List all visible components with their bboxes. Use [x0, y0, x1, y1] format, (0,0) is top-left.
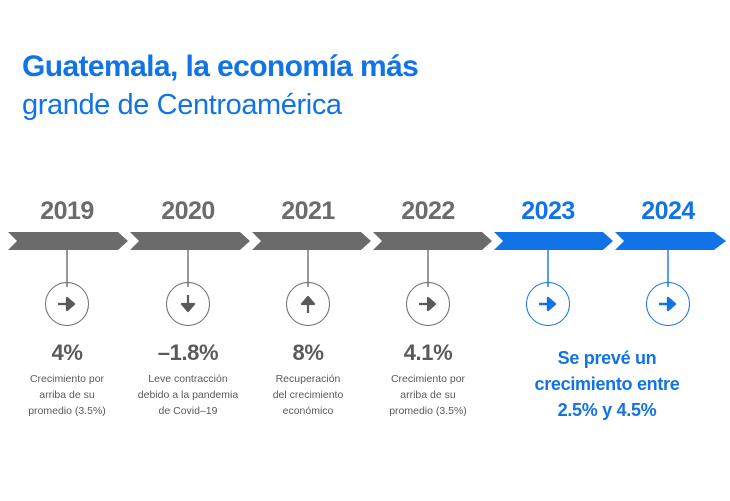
stat-percent-2019: 4% [51, 340, 83, 365]
title-line-1: Guatemala, la economía más [22, 50, 419, 83]
page-title: Guatemala, la economía más grande de Cen… [22, 48, 582, 124]
stat-column-2022: 4.1% Crecimiento por arriba de su promed… [364, 282, 492, 419]
stat-circle-2020 [166, 282, 210, 326]
stat-circle-2019 [45, 282, 89, 326]
timeline-segment-2023 [494, 232, 613, 250]
stat-description-2021: Recuperación del crecimiento económico [244, 371, 372, 419]
desc-line: de Covid–19 [158, 405, 218, 417]
stat-circle-2021 [286, 282, 330, 326]
stat-percent-2021: 8% [292, 340, 324, 365]
desc-line: promedio (3.5%) [28, 405, 106, 417]
year-label-2023: 2023 [521, 197, 575, 225]
desc-line: Crecimiento por [29, 373, 105, 385]
stat-percent-2022: 4.1% [403, 340, 453, 365]
desc-line: Leve contracción [148, 373, 228, 385]
year-label-2022: 2022 [401, 197, 455, 225]
year-label-2024: 2024 [641, 197, 695, 225]
timeline-segment-2020 [130, 232, 250, 250]
forecast-text: Se prevé un crecimiento entre 2.5% y 4.5… [487, 345, 727, 423]
desc-line: económico [282, 405, 334, 417]
timeline-segment-2022 [373, 232, 492, 250]
desc-line: debido a la pandemia [137, 389, 239, 401]
stat-column-2019: 4% Crecimiento por arriba de su promedio… [3, 282, 131, 419]
desc-line: del crecimiento [272, 389, 344, 401]
stat-description-2019: Crecimiento por arriba de su promedio (3… [3, 371, 131, 419]
year-label-2021: 2021 [281, 197, 335, 225]
timeline-segment-2021 [252, 232, 371, 250]
stat-column-2024 [604, 282, 730, 326]
desc-line: arriba de su [400, 389, 456, 401]
desc-line: Crecimiento por [390, 373, 466, 385]
stat-circle-2024 [646, 282, 690, 326]
forecast-line-3: 2.5% y 4.5% [557, 400, 657, 420]
stat-description-2020: Leve contracción debido a la pandemia de… [124, 371, 252, 419]
stat-column-2021: 8% Recuperación del crecimiento económic… [244, 282, 372, 419]
timeline-segment-2024 [615, 232, 726, 250]
desc-line: Recuperación [275, 373, 341, 385]
stat-description-2022: Crecimiento por arriba de su promedio (3… [364, 371, 492, 419]
year-label-2020: 2020 [161, 197, 215, 225]
stat-circle-2023 [526, 282, 570, 326]
desc-line: promedio (3.5%) [389, 405, 467, 417]
year-label-2019: 2019 [40, 197, 94, 225]
stat-circle-2022 [406, 282, 450, 326]
stat-column-2023 [484, 282, 612, 326]
desc-line: arriba de su [39, 389, 95, 401]
timeline-segment-2019 [8, 232, 128, 250]
forecast-line-2: crecimiento entre [534, 374, 680, 394]
title-line-2: grande de Centroamérica [22, 89, 342, 121]
forecast-line-1: Se prevé un [557, 348, 657, 368]
stat-column-2020: –1.8% Leve contracción debido a la pande… [124, 282, 252, 419]
stat-percent-2020: –1.8% [157, 340, 219, 365]
